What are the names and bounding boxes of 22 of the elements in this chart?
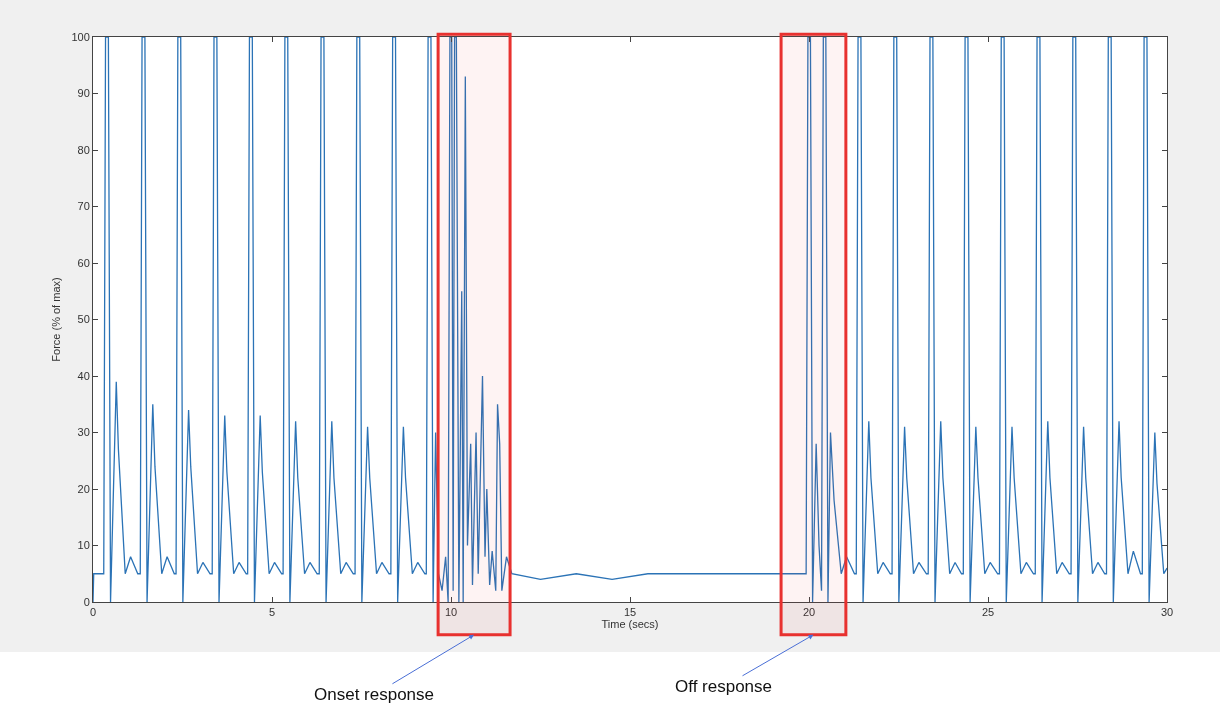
line-series [93,37,1167,602]
x-axis-title: Time (secs) [601,618,659,631]
y-tick-label: 90 [77,87,90,100]
x-tick-label: 10 [444,606,458,619]
y-tick-label: 80 [77,143,90,156]
y-tick-label: 10 [77,539,90,552]
text: Off response [675,677,773,696]
y-tick-label: 100 [71,30,90,43]
y-tick-label: 20 [77,482,90,495]
y-tick-label: 60 [77,256,90,269]
y-tick-label: 70 [77,200,90,213]
x-tick-label: 5 [268,606,276,619]
x-tick-label: 15 [623,606,637,619]
y-tick-label: 0 [83,595,90,608]
y-axis-title: Force (% of max) [50,277,63,362]
y-tick-label: 30 [77,426,90,439]
x-tick-label: 20 [802,606,816,619]
x-tick-label: 25 [981,606,995,619]
text: Onset response [314,685,435,704]
y-tick-label: 50 [77,313,90,326]
y-tick-label: 40 [77,369,90,382]
x-tick-label: 30 [1160,606,1174,619]
